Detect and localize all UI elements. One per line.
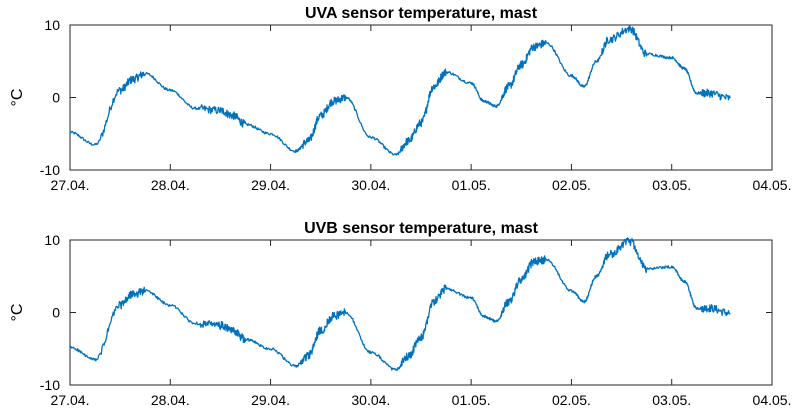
y-axis-label: °C	[9, 89, 26, 107]
x-tick-label: 02.05.	[552, 177, 591, 193]
y-tick-label: 0	[52, 90, 60, 106]
chart-1: UVA sensor temperature, mast °C -10 0 10 27.0…	[9, 5, 791, 193]
axes-box	[69, 24, 773, 171]
y-tick-label: 10	[44, 232, 60, 248]
x-tick-label: 04.05.	[753, 177, 792, 193]
series-line	[69, 24, 731, 156]
x-tick-label: 01.05.	[452, 177, 491, 193]
x-tick-label: 02.05.	[552, 392, 591, 408]
x-tick-label: 30.04.	[351, 392, 390, 408]
x-tick-label: 30.04.	[351, 177, 390, 193]
x-tick-label: 29.04.	[251, 392, 290, 408]
y-tick-label: 10	[44, 17, 60, 33]
chart-2: UVB sensor temperature, mast °C -10 0 10 27.0…	[9, 220, 791, 408]
x-tick-label: 27.04.	[51, 177, 90, 193]
series-line	[69, 237, 731, 371]
chart-title: UVA sensor temperature, mast	[305, 5, 538, 22]
axes-box	[69, 239, 773, 386]
y-tick-label: 0	[52, 305, 60, 321]
y-axis-label: °C	[9, 304, 26, 322]
y-tick-label: -10	[40, 377, 60, 393]
x-tick-label: 01.05.	[452, 392, 491, 408]
y-tick-label: -10	[40, 162, 60, 178]
x-tick-label: 04.05.	[753, 392, 792, 408]
chart-title: UVB sensor temperature, mast	[304, 220, 539, 237]
x-tick-label: 03.05.	[652, 392, 691, 408]
x-tick-label: 28.04.	[151, 177, 190, 193]
x-tick-label: 27.04.	[51, 392, 90, 408]
x-tick-label: 29.04.	[251, 177, 290, 193]
x-tick-label: 03.05.	[652, 177, 691, 193]
x-tick-label: 28.04.	[151, 392, 190, 408]
